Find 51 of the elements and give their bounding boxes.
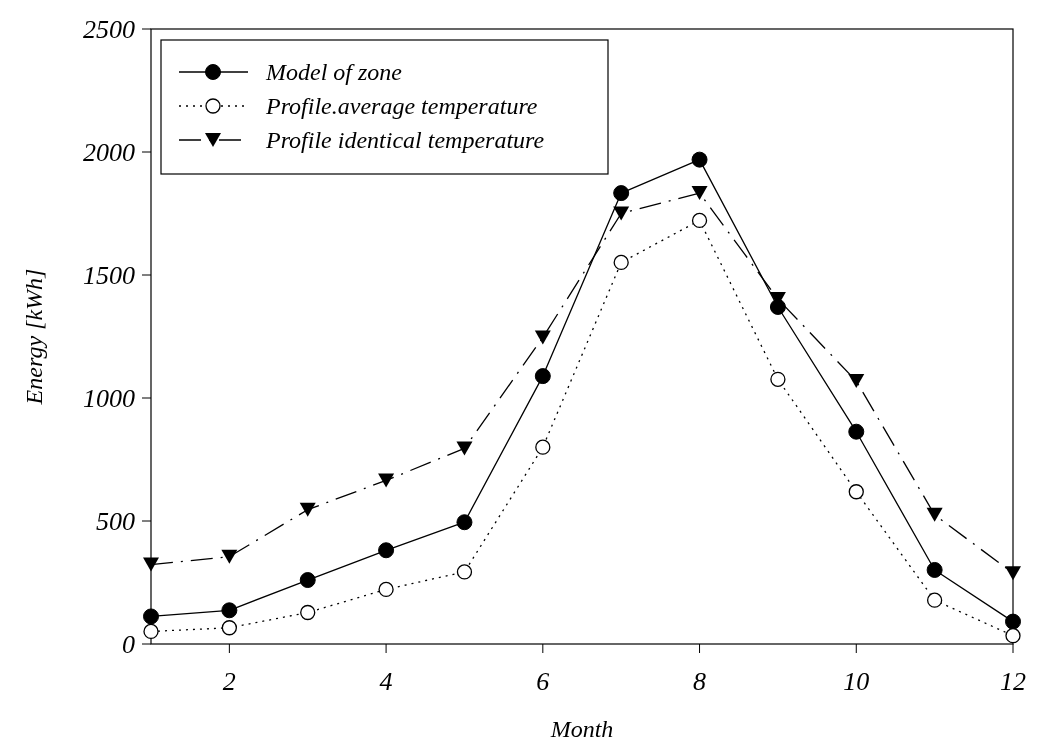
point	[691, 151, 708, 168]
x-tick-label: 6	[536, 667, 550, 696]
point	[456, 441, 473, 456]
point	[691, 212, 708, 229]
y-tick-label: 2000	[83, 138, 135, 168]
point	[221, 549, 238, 564]
point	[1005, 566, 1021, 581]
y-tick-label: 500	[96, 507, 135, 537]
point	[378, 581, 394, 598]
x-tick-label: 8	[693, 667, 707, 696]
legend-label: Profile identical temperature	[265, 127, 545, 154]
y-tick-label: 1000	[83, 384, 135, 414]
point	[299, 572, 316, 589]
point	[770, 371, 786, 387]
y-tick-label: 0	[122, 630, 135, 660]
point	[848, 484, 864, 500]
point	[613, 185, 630, 202]
x-tick-label: 10	[843, 667, 870, 696]
legend-label: Profile.average temperature	[265, 93, 538, 120]
point	[1005, 613, 1021, 630]
point	[926, 507, 943, 522]
x-tick-label: 4	[379, 667, 393, 696]
x-tick-label: 12	[1000, 667, 1026, 696]
point	[300, 604, 316, 621]
point	[378, 473, 395, 488]
point	[848, 423, 865, 440]
point	[456, 514, 473, 531]
y-tick-label: 1500	[83, 261, 135, 291]
point	[926, 561, 943, 578]
point	[1005, 627, 1021, 644]
y-tick-label: 2500	[83, 15, 135, 45]
point	[534, 330, 551, 345]
point	[143, 608, 159, 625]
point	[534, 368, 551, 385]
x-axis-title: Month	[549, 716, 614, 742]
point	[299, 502, 316, 517]
point	[535, 439, 551, 455]
legend-label: Model of zone	[265, 59, 403, 86]
point	[613, 206, 630, 221]
point	[143, 557, 159, 572]
point	[456, 564, 473, 580]
point	[221, 602, 238, 619]
point	[613, 254, 629, 271]
point	[378, 542, 395, 559]
point	[221, 620, 238, 636]
x-tick-label: 2	[222, 667, 236, 696]
y-axis-title: Energy [kWh]	[21, 268, 47, 406]
point	[848, 374, 865, 389]
point	[691, 186, 708, 201]
point	[143, 623, 159, 640]
point	[926, 592, 943, 608]
